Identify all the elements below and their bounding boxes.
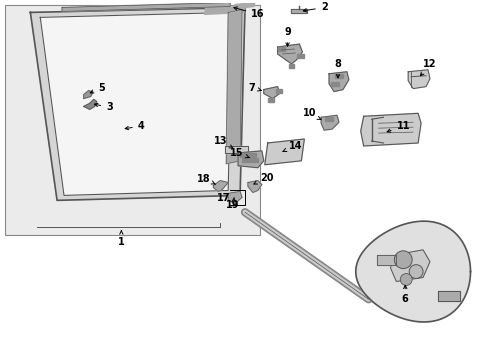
Polygon shape: [213, 181, 228, 192]
Polygon shape: [297, 54, 304, 58]
Text: 14: 14: [283, 141, 302, 152]
Polygon shape: [238, 151, 264, 168]
Polygon shape: [292, 9, 307, 13]
Polygon shape: [361, 113, 421, 146]
Polygon shape: [325, 117, 333, 121]
Text: 16: 16: [234, 7, 265, 19]
Polygon shape: [268, 99, 274, 103]
Polygon shape: [289, 64, 294, 68]
Text: 1: 1: [118, 231, 125, 247]
Polygon shape: [264, 87, 280, 99]
Text: 8: 8: [335, 59, 342, 78]
Circle shape: [409, 265, 423, 279]
Polygon shape: [391, 250, 430, 282]
Text: 19: 19: [226, 198, 240, 210]
Circle shape: [400, 274, 412, 285]
Text: 11: 11: [387, 121, 410, 132]
Polygon shape: [234, 3, 255, 9]
Polygon shape: [225, 146, 248, 153]
Polygon shape: [228, 192, 242, 203]
Polygon shape: [84, 91, 93, 99]
Polygon shape: [84, 99, 97, 109]
Text: 7: 7: [248, 82, 261, 93]
Polygon shape: [335, 74, 343, 78]
Polygon shape: [265, 139, 304, 165]
Polygon shape: [226, 9, 242, 164]
Text: 2: 2: [303, 3, 327, 13]
Bar: [4, 5, 260, 235]
Polygon shape: [40, 13, 232, 195]
Polygon shape: [276, 89, 282, 93]
Text: 4: 4: [125, 121, 145, 131]
Text: 15: 15: [230, 148, 249, 158]
Text: 6: 6: [402, 285, 409, 304]
Text: 10: 10: [302, 108, 321, 120]
Polygon shape: [248, 181, 262, 193]
Polygon shape: [438, 291, 460, 301]
Text: 18: 18: [196, 174, 216, 184]
Polygon shape: [242, 158, 258, 162]
Polygon shape: [278, 47, 285, 51]
Polygon shape: [204, 6, 245, 14]
Text: 12: 12: [420, 59, 437, 76]
Polygon shape: [30, 8, 245, 201]
Polygon shape: [329, 72, 349, 91]
Polygon shape: [62, 3, 230, 12]
Circle shape: [394, 251, 412, 269]
Text: 17: 17: [217, 193, 230, 203]
Polygon shape: [321, 115, 339, 130]
Polygon shape: [331, 82, 339, 86]
Text: 13: 13: [214, 136, 233, 148]
Text: 3: 3: [95, 102, 113, 112]
Text: 20: 20: [254, 172, 273, 184]
Polygon shape: [356, 221, 470, 322]
Polygon shape: [240, 153, 256, 157]
Polygon shape: [408, 70, 430, 89]
Polygon shape: [278, 44, 302, 64]
Text: 5: 5: [90, 82, 105, 93]
Polygon shape: [376, 255, 396, 265]
Text: 9: 9: [284, 27, 291, 46]
